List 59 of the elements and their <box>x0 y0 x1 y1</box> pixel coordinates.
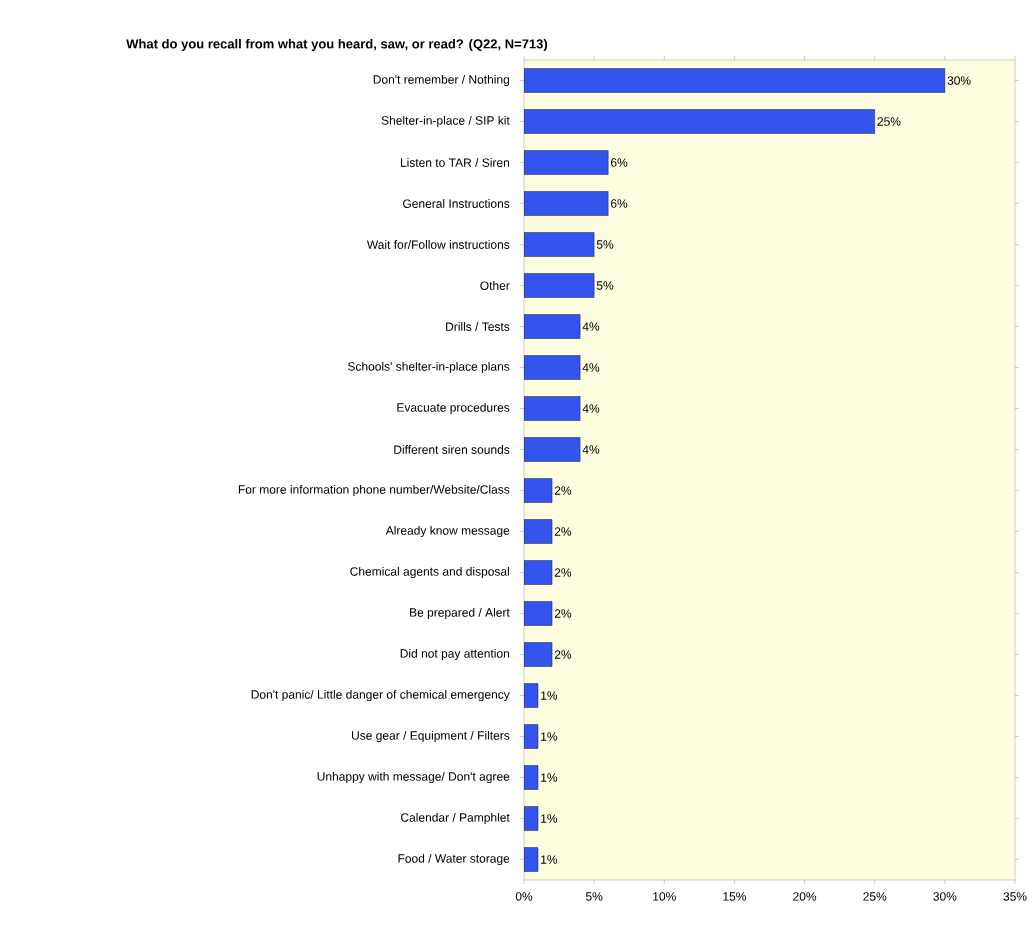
data-label: 6% <box>610 158 628 167</box>
y-tick-label: Schools' shelter-in-place plans <box>347 361 510 374</box>
y-tick-label: Other <box>480 281 510 290</box>
bar <box>524 273 595 298</box>
x-tick-label: 20% <box>793 892 817 901</box>
bar <box>524 150 609 175</box>
data-label: 2% <box>554 650 572 659</box>
data-label: 1% <box>541 814 558 823</box>
bar <box>524 191 609 216</box>
y-tick-label: Don't remember / Nothing <box>373 74 510 87</box>
y-tick-label: Chemical agents and disposal <box>350 566 509 579</box>
data-label: 4% <box>582 322 600 331</box>
y-tick-label: Food / Water storage <box>398 853 510 866</box>
y-tick-label: Wait for/Follow instructions <box>366 240 510 249</box>
y-tick-label: Unhappy with message/ Don't agree <box>317 771 510 784</box>
x-tick-label: 30% <box>933 892 957 901</box>
y-tick-label: Be prepared / Alert <box>410 607 510 620</box>
data-label: 1% <box>541 691 558 700</box>
y-tick-label: Don't panic/ Little danger of chemical emergency <box>251 689 510 702</box>
x-tick-label: 35% <box>1003 892 1027 901</box>
y-tick-label: For more information phone number/Website/Class <box>238 484 510 497</box>
x-tick-label: 5% <box>585 892 603 901</box>
data-label: 1% <box>541 773 558 782</box>
data-label: 5% <box>596 240 614 249</box>
data-label: 4% <box>582 445 600 454</box>
y-tick-label: Shelter-in-place / SIP kit <box>381 115 510 128</box>
x-tick-label: 25% <box>863 892 887 901</box>
data-label: 2% <box>554 527 572 536</box>
bar <box>524 109 875 134</box>
bar <box>524 355 581 380</box>
y-tick-label: Use gear / Equipment / Filters <box>351 730 510 743</box>
x-tick-label: 0% <box>515 892 533 901</box>
data-label: 1% <box>541 732 558 741</box>
x-tick-label: 15% <box>723 892 747 901</box>
bar <box>524 314 581 339</box>
data-label: 6% <box>610 199 628 208</box>
y-tick-label: Calendar / Pamphlet <box>401 812 510 825</box>
data-label: 2% <box>554 609 572 618</box>
bar <box>524 437 581 462</box>
text: What do you recall from what you heard, saw, or read? (Q22, N=713) <box>126 38 548 52</box>
y-tick-label: Listen to TAR / Siren <box>400 158 510 167</box>
data-label: 5% <box>596 281 614 290</box>
data-label: 2% <box>554 486 572 495</box>
y-tick-label: Did not pay attention <box>400 648 509 661</box>
data-label: 30% <box>947 76 971 85</box>
data-label: 25% <box>877 117 901 126</box>
y-tick-label: Drills / Tests <box>446 322 510 331</box>
data-label: 4% <box>582 404 600 413</box>
y-tick-label: Different siren sounds <box>394 445 510 454</box>
bar <box>524 396 581 421</box>
data-label: 1% <box>541 855 558 864</box>
bar <box>524 232 595 257</box>
y-tick-label: Already know message <box>385 525 510 538</box>
data-label: 2% <box>554 568 572 577</box>
bar <box>524 68 946 93</box>
y-tick-label: Evacuate procedures <box>397 402 510 415</box>
data-label: 4% <box>582 363 600 372</box>
x-tick-label: 10% <box>653 892 676 901</box>
y-tick-label: General Instructions <box>403 199 510 208</box>
